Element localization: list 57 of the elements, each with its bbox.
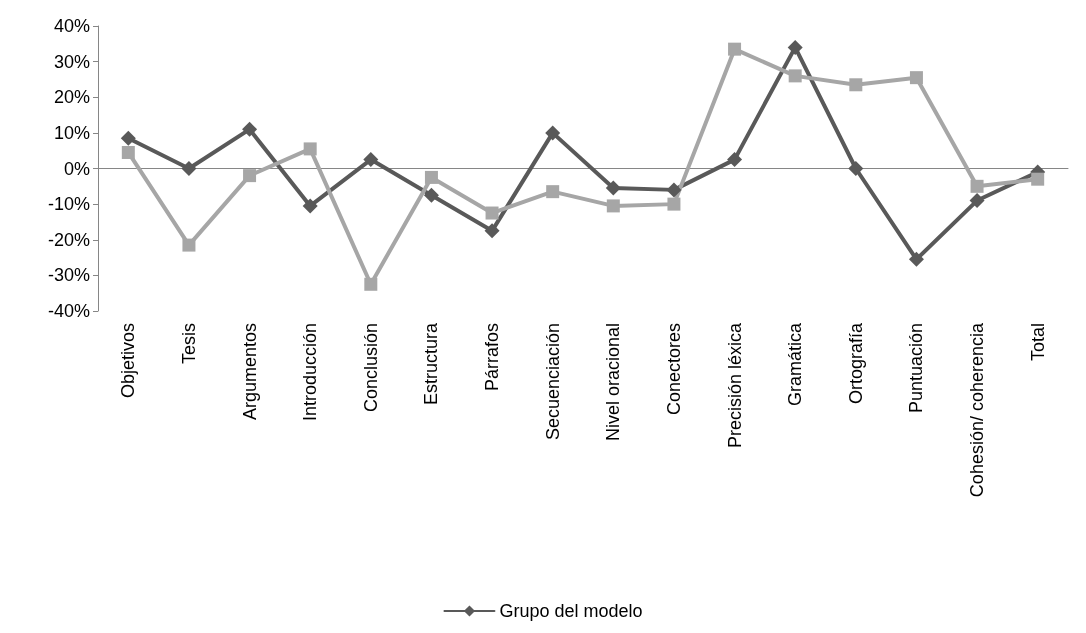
- point: [667, 197, 681, 211]
- x-tick-label: Precisión léxica: [724, 322, 745, 449]
- point: [970, 179, 984, 193]
- x-tick-label: Estructura: [421, 322, 442, 406]
- point: [546, 185, 560, 199]
- point: [424, 170, 438, 184]
- point: [242, 121, 258, 137]
- point: [909, 71, 923, 85]
- y-tick-label: 10%: [53, 122, 90, 143]
- point: [303, 142, 317, 156]
- y-tick-label: 0%: [63, 158, 90, 179]
- x-tick-label: Tesis: [178, 323, 199, 365]
- x-tick-label: Argumentos: [239, 323, 260, 421]
- y-tick-label: -20%: [47, 229, 90, 250]
- y-tick-label: -40%: [47, 301, 90, 321]
- x-tick-label: Ortografía: [845, 322, 866, 405]
- point: [120, 130, 136, 146]
- point: [606, 199, 620, 213]
- point: [908, 251, 924, 267]
- point: [605, 180, 621, 196]
- point: [666, 182, 682, 198]
- point: [848, 161, 864, 176]
- point: [728, 42, 742, 56]
- y-tick-label: -10%: [47, 194, 90, 215]
- x-tick-label: Introducción: [300, 323, 321, 422]
- point: [181, 161, 197, 176]
- point: [364, 277, 378, 291]
- point: [1031, 172, 1045, 186]
- point: [243, 169, 257, 183]
- point: [121, 145, 135, 159]
- point: [787, 39, 803, 55]
- point: [302, 198, 318, 214]
- x-tick-label: Gramática: [785, 322, 806, 407]
- y-tick-label: 40%: [53, 16, 90, 36]
- point: [484, 223, 500, 239]
- x-tick-label: Total: [1027, 323, 1048, 362]
- x-tick-label: Párrafos: [482, 323, 503, 392]
- point: [788, 69, 802, 83]
- x-tick-label: Conectores: [663, 323, 684, 416]
- x-tick-label: Cohesión/ coherencia: [967, 322, 988, 498]
- point: [849, 78, 863, 92]
- legend-label: Grupo del modelo: [499, 601, 643, 621]
- point: [969, 193, 985, 209]
- point: [727, 152, 743, 168]
- x-tick-label: Objetivos: [118, 323, 139, 399]
- point: [545, 125, 561, 141]
- x-tick-label: Conclusión: [360, 323, 381, 413]
- point: [363, 152, 379, 168]
- y-tick-label: 20%: [53, 87, 90, 108]
- point: [182, 238, 196, 252]
- y-tick-label: -30%: [47, 265, 90, 286]
- point: [485, 206, 499, 220]
- x-tick-label: Puntuación: [906, 323, 927, 414]
- x-tick-label: Secuenciación: [542, 323, 563, 441]
- point: [423, 187, 439, 203]
- y-tick-label: 30%: [53, 51, 90, 72]
- x-tick-label: Nivel oracional: [603, 323, 624, 442]
